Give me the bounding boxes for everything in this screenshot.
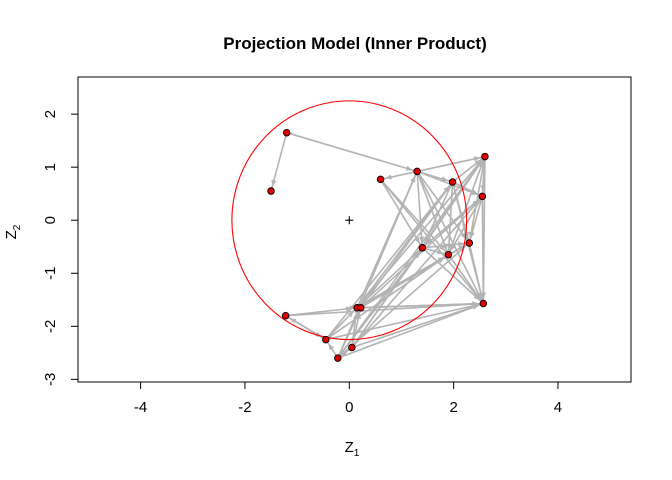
y-tick-label: 0 bbox=[42, 216, 59, 224]
edge-arrowhead bbox=[426, 238, 433, 245]
data-point bbox=[444, 250, 453, 259]
x-axis-label: Z1 bbox=[345, 439, 360, 459]
data-point bbox=[281, 311, 290, 320]
edge-arrowhead bbox=[478, 292, 484, 299]
edge-line bbox=[379, 178, 484, 305]
data-point bbox=[418, 244, 427, 252]
edge-line bbox=[337, 302, 484, 359]
x-tick-label: 0 bbox=[345, 399, 353, 416]
circle-layer bbox=[231, 100, 468, 341]
edge-line bbox=[421, 156, 486, 249]
edge-arrowhead bbox=[425, 237, 431, 244]
y-tick-label: 2 bbox=[42, 110, 59, 118]
edge-line bbox=[416, 155, 486, 173]
x-tick-label: -2 bbox=[238, 399, 251, 416]
edge-line bbox=[416, 171, 485, 304]
y-tick-label: 1 bbox=[42, 163, 59, 171]
edge-arrowhead bbox=[418, 236, 425, 243]
data-point bbox=[334, 354, 342, 362]
edge-arrowhead bbox=[410, 176, 416, 183]
edge-arrowhead bbox=[385, 174, 392, 180]
edge-arrowhead bbox=[345, 306, 353, 312]
data-point bbox=[322, 335, 330, 344]
y-axis-label: Z2 bbox=[3, 224, 23, 239]
edge-arrowhead bbox=[458, 241, 465, 247]
edge-line bbox=[337, 156, 486, 359]
data-point bbox=[479, 299, 488, 308]
edge-arrowhead bbox=[473, 156, 481, 162]
x-tick-label: 2 bbox=[449, 399, 457, 416]
data-point bbox=[481, 152, 489, 161]
data-point bbox=[357, 303, 365, 312]
edge-arrowhead bbox=[437, 257, 445, 264]
data-point bbox=[478, 192, 487, 201]
data-point bbox=[448, 178, 457, 186]
y-axis: -3 -2 -1 0 1 2 bbox=[42, 110, 79, 386]
edge-arrowhead bbox=[472, 301, 479, 307]
edge-line bbox=[416, 170, 470, 244]
edge-arrowhead bbox=[414, 237, 420, 244]
edge-line bbox=[447, 156, 486, 255]
points-layer bbox=[267, 128, 489, 362]
edge-line bbox=[448, 242, 470, 256]
chart-title: Projection Model (Inner Product) bbox=[223, 34, 487, 53]
data-point bbox=[282, 128, 291, 137]
x-tick-label: 4 bbox=[554, 399, 562, 416]
edge-arrowhead bbox=[471, 189, 478, 195]
edge-line bbox=[286, 131, 418, 173]
edge-line bbox=[351, 302, 484, 349]
edge-arrowhead bbox=[347, 311, 354, 318]
x-axis: -4 -2 0 2 4 bbox=[134, 381, 562, 416]
y-tick-label: -2 bbox=[42, 320, 59, 333]
data-point bbox=[348, 343, 356, 352]
edge-arrowhead bbox=[469, 231, 475, 239]
edge-line bbox=[447, 181, 454, 255]
edge-line bbox=[422, 247, 449, 256]
edge-line bbox=[285, 302, 484, 317]
data-point bbox=[376, 175, 385, 184]
edge-arrowhead bbox=[474, 293, 481, 300]
edge-line bbox=[360, 181, 454, 309]
edge-line bbox=[379, 178, 424, 249]
edge-arrowhead bbox=[405, 165, 413, 171]
data-point bbox=[267, 187, 275, 195]
edge-line bbox=[416, 171, 424, 248]
edge-arrowhead bbox=[441, 176, 448, 182]
y-tick-label: -3 bbox=[42, 373, 59, 386]
edge-line bbox=[421, 195, 483, 249]
edge-line bbox=[481, 196, 485, 304]
edge-arrowhead bbox=[474, 159, 481, 166]
edge-arrowhead bbox=[271, 179, 277, 187]
edge-line bbox=[416, 171, 450, 255]
edge-arrowhead bbox=[439, 244, 446, 251]
unit-circle bbox=[231, 100, 468, 341]
data-point bbox=[413, 167, 421, 176]
x-tick-label: -4 bbox=[134, 399, 147, 416]
edge-line bbox=[325, 302, 484, 341]
edge-line bbox=[337, 171, 418, 359]
y-tick-label: -1 bbox=[42, 267, 59, 280]
data-point bbox=[465, 239, 474, 247]
edge-arrowhead bbox=[328, 343, 334, 351]
